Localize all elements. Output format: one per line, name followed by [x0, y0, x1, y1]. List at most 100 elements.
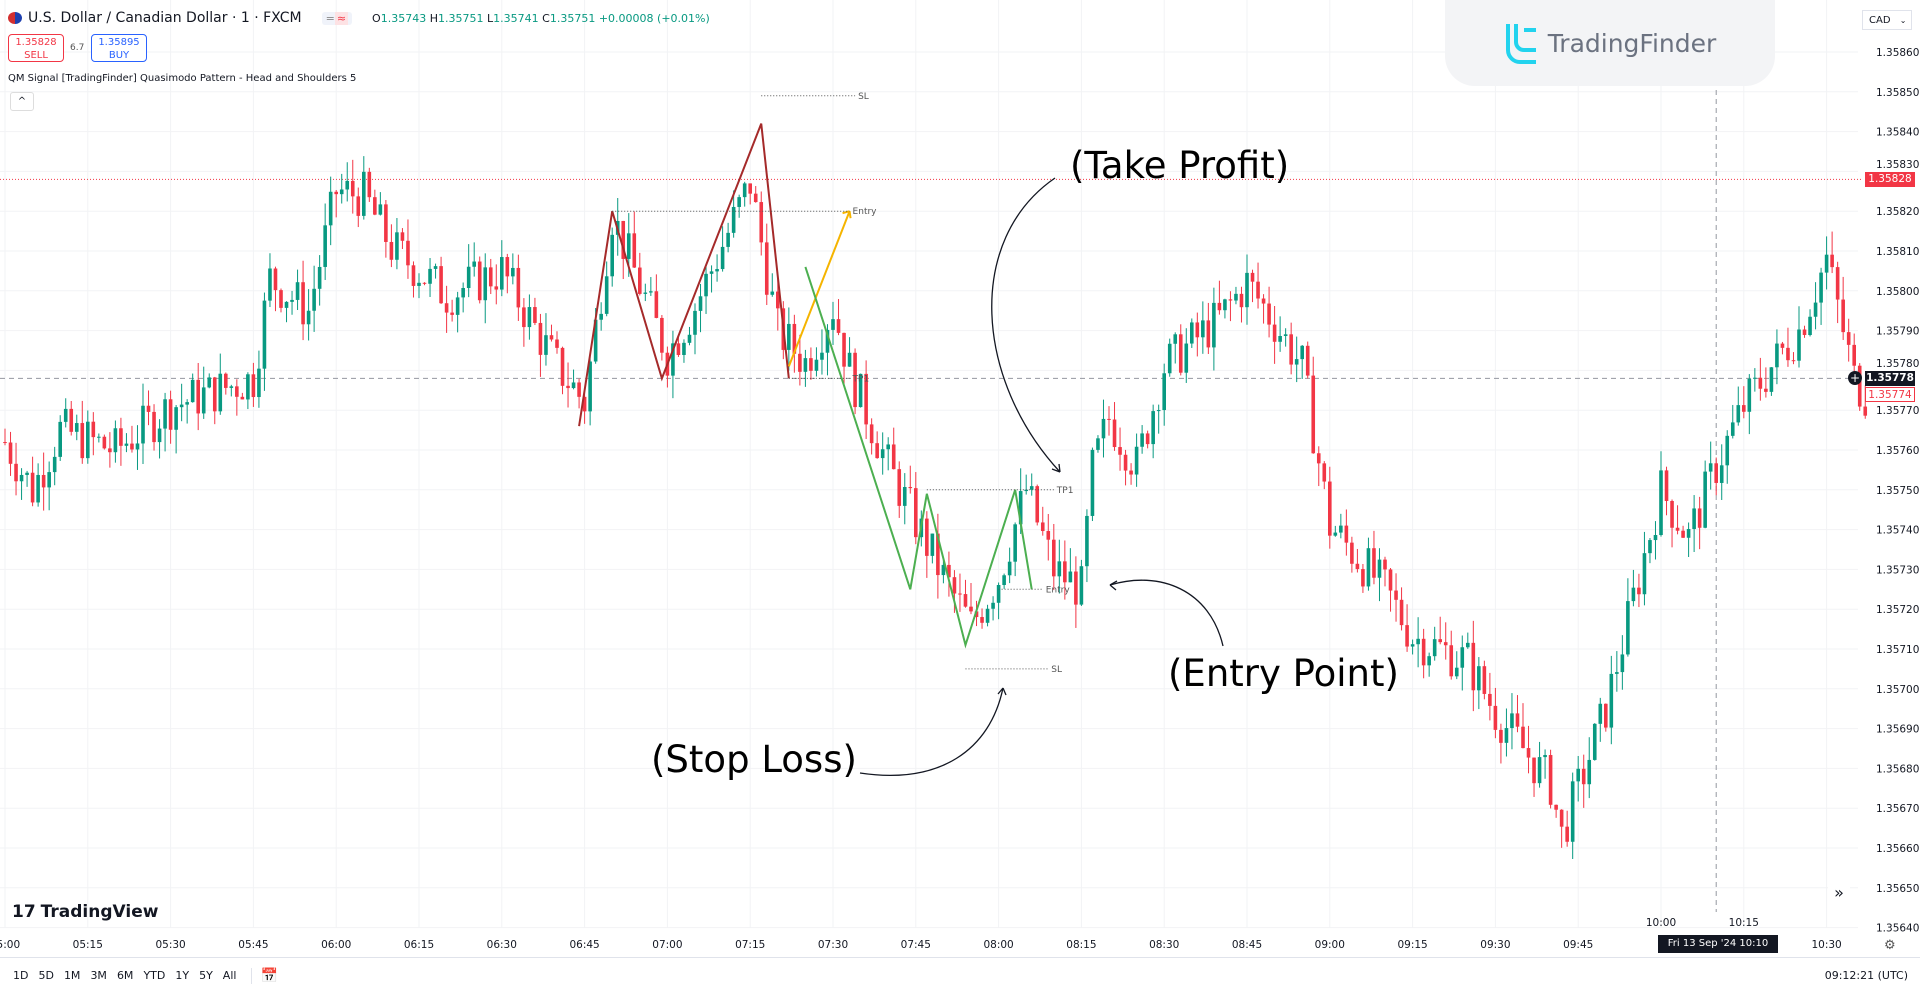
- candle-body: [350, 180, 355, 197]
- candle-body: [97, 436, 101, 438]
- candle-body: [1460, 647, 1465, 668]
- candle-body: [439, 266, 443, 304]
- candle-body: [1239, 293, 1244, 308]
- candles: [3, 156, 1868, 859]
- time-axis-label: 05:00: [0, 939, 20, 951]
- level-label: TP1: [1056, 486, 1074, 496]
- calendar-goto-date-icon[interactable]: 📅: [251, 967, 278, 984]
- candle-body: [422, 282, 427, 284]
- range-6m[interactable]: 6M: [116, 969, 134, 982]
- price-axis-label: 1.35680: [1876, 763, 1919, 775]
- candle-body: [58, 421, 62, 457]
- candle-body: [1576, 768, 1580, 782]
- indicator-legend[interactable]: QM Signal [TradingFinder] Quasimodo Patt…: [8, 73, 357, 84]
- range-1d[interactable]: 1D: [13, 969, 29, 982]
- candle-body: [1637, 587, 1641, 595]
- candle-body: [555, 339, 559, 348]
- candle-body: [676, 343, 681, 355]
- range-1m[interactable]: 1M: [63, 969, 81, 982]
- range-3m[interactable]: 3M: [90, 969, 107, 982]
- range-all[interactable]: All: [222, 969, 237, 982]
- equals-icon[interactable]: =: [325, 11, 335, 25]
- candle-body: [1129, 470, 1133, 475]
- candle-body: [1068, 571, 1073, 583]
- candle-body: [257, 368, 261, 398]
- usd-cad-flag-icon: [8, 12, 22, 24]
- candle-body: [168, 399, 173, 430]
- candle-body: [577, 382, 581, 397]
- candle-body: [1052, 539, 1056, 577]
- level-label: SL: [858, 92, 869, 102]
- candle-body: [1311, 375, 1316, 454]
- candle-body: [301, 282, 305, 325]
- collapse-legend-button[interactable]: ^: [10, 92, 34, 111]
- candle-body: [764, 242, 769, 295]
- candle-body: [759, 202, 764, 243]
- candle-body: [1488, 693, 1492, 706]
- approx-icon[interactable]: ≈: [334, 11, 349, 25]
- add-alert-plus-icon[interactable]: +: [1848, 371, 1862, 385]
- symbol-header[interactable]: U.S. Dollar / Canadian Dollar · 1 · FXCM…: [8, 10, 710, 26]
- price-axis[interactable]: 1.35860 1.35850 1.35840 1.35830 1.35820 1.358…: [1876, 47, 1919, 935]
- symbol-title[interactable]: U.S. Dollar / Canadian Dollar · 1 · FXCM: [28, 10, 302, 26]
- candle-body: [174, 407, 178, 430]
- buy-price: 1.35895: [98, 37, 140, 48]
- range-5y[interactable]: 5Y: [199, 969, 213, 982]
- price-axis-label: 1.35820: [1876, 206, 1919, 218]
- settings-gear-icon[interactable]: ⚙: [1884, 938, 1896, 953]
- price-axis-label: 1.35660: [1876, 843, 1919, 855]
- candle-body: [345, 180, 350, 190]
- price-axis-label: 1.35750: [1876, 485, 1919, 497]
- candle-body: [1383, 559, 1387, 570]
- candle-body: [124, 443, 129, 446]
- close-value: 1.35751: [549, 11, 596, 25]
- candle-body: [80, 423, 85, 459]
- candle-body: [1024, 489, 1028, 492]
- candle-body: [190, 379, 195, 403]
- candle-body: [522, 307, 526, 328]
- candle-body: [317, 266, 322, 289]
- candle-body: [1742, 405, 1746, 412]
- price-axis-label: 1.35840: [1876, 127, 1919, 139]
- indicator-overlay: SL Entry TP1 TP1 Entry SL: [578, 92, 1074, 675]
- candle-body: [1079, 566, 1084, 605]
- candle-body: [1322, 463, 1327, 482]
- candle-body: [1521, 726, 1525, 749]
- candle-body: [1598, 703, 1603, 724]
- candle-body: [1294, 359, 1299, 365]
- candle-body: [36, 474, 40, 503]
- utc-clock[interactable]: 09:12:21 (UTC): [1824, 969, 1908, 982]
- buy-button[interactable]: 1.35895 BUY: [91, 34, 147, 62]
- candle-body: [1190, 322, 1194, 344]
- candle-body: [1515, 713, 1520, 727]
- time-axis-label: 07:30: [818, 939, 848, 951]
- candle-body: [875, 443, 879, 459]
- candle-body: [295, 282, 300, 300]
- sell-button[interactable]: 1.35828 SELL: [8, 34, 64, 62]
- open-label: O: [372, 11, 381, 25]
- candle-body: [643, 292, 648, 294]
- candle-body: [1432, 639, 1437, 657]
- candle-body: [1846, 332, 1851, 345]
- candle-body: [831, 319, 835, 330]
- range-1y[interactable]: 1Y: [175, 969, 190, 982]
- compare-buttons[interactable]: = ≈: [321, 11, 353, 25]
- level-label: Entry: [853, 207, 878, 217]
- currency-selector[interactable]: CAD ⌄: [1862, 10, 1912, 30]
- candle-body: [1813, 302, 1818, 317]
- range-5d[interactable]: 5D: [38, 969, 54, 982]
- tradingview-logo[interactable]: 𝟭𝟳 TradingView: [12, 902, 158, 922]
- candle-body: [1824, 254, 1829, 273]
- candle-body: [571, 382, 576, 389]
- time-axis[interactable]: 05:00 05:15 05:30 05:45 06:00 06:15 06:30 06:45…: [0, 917, 1842, 951]
- candle-body: [69, 408, 74, 432]
- candle-body: [373, 197, 377, 215]
- low-label: L: [487, 11, 494, 25]
- scroll-to-realtime-button[interactable]: »: [1828, 882, 1850, 904]
- price-axis-label: 1.35650: [1876, 883, 1919, 895]
- price-axis-label: 1.35780: [1876, 358, 1919, 370]
- candle-body: [1178, 334, 1183, 373]
- range-ytd[interactable]: YTD: [143, 969, 166, 982]
- time-axis-label: 05:30: [155, 939, 185, 951]
